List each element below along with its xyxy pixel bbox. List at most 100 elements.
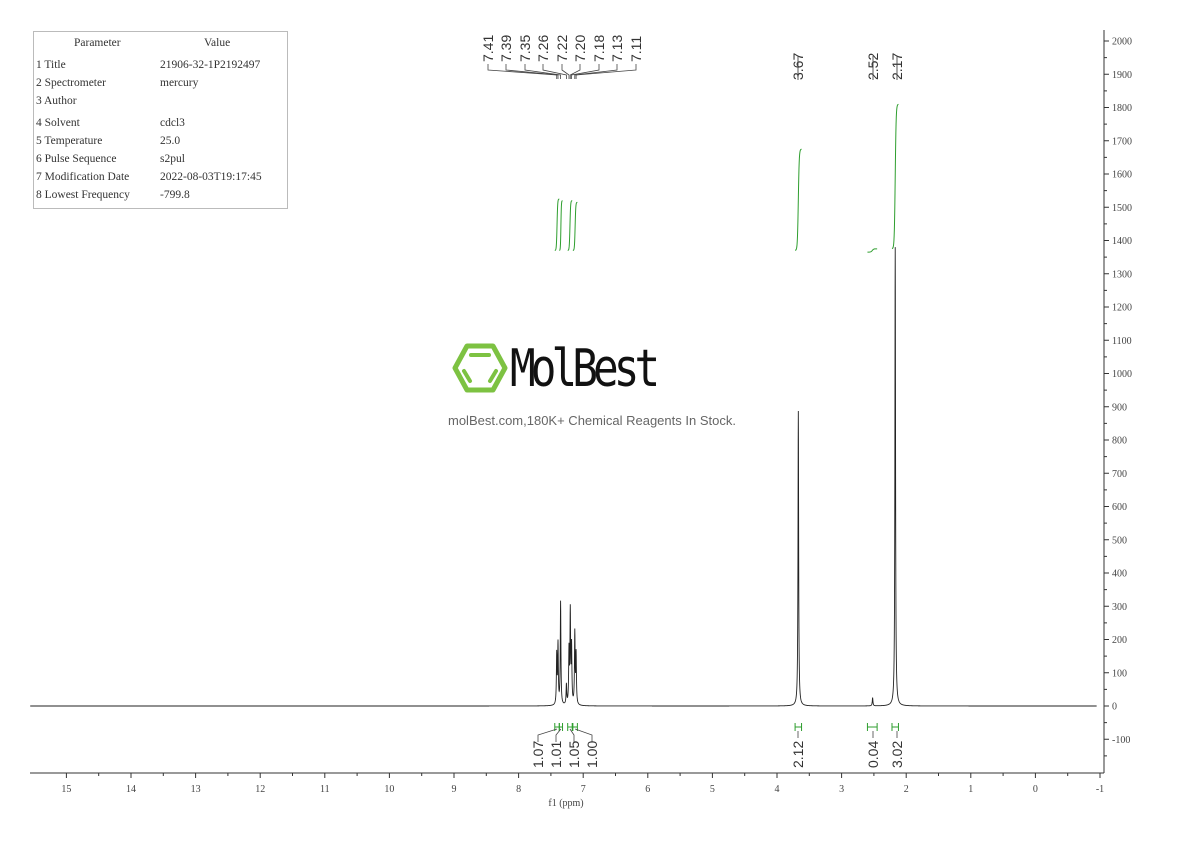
peak-leader: [574, 64, 618, 79]
param-name: 1 Title: [36, 59, 66, 71]
peak-label: 7.22: [554, 35, 570, 62]
integral-curve: [554, 198, 560, 251]
integral-curve: [572, 201, 578, 251]
y-tick-label: 700: [1112, 469, 1127, 480]
x-tick-label: 15: [61, 784, 71, 795]
brand-name: MolBest: [510, 339, 660, 399]
y-tick-label: 400: [1112, 569, 1127, 580]
y-tick-label: 1800: [1112, 103, 1132, 114]
peak-label: 7.26: [535, 35, 551, 62]
integral-curve: [891, 103, 899, 250]
x-tick-label: -1: [1096, 784, 1104, 795]
peak-leader: [561, 64, 570, 79]
param-value: cdcl3: [160, 117, 185, 129]
param-row: 8 Lowest Frequency -799.8: [34, 189, 287, 207]
param-name: 5 Temperature: [36, 135, 103, 147]
param-row: 7 Modification Date 2022-08-03T19:17:45: [34, 171, 287, 189]
integral-value: 2.12: [790, 741, 806, 768]
param-value: -799.8: [160, 189, 190, 201]
peak-leader: [569, 64, 581, 79]
integral-leader: [569, 728, 575, 742]
x-tick-label: 5: [710, 784, 715, 795]
x-tick-label: 9: [452, 784, 457, 795]
parameter-table: Parameter Value 1 Title 21906-32-1P219249…: [33, 31, 288, 209]
y-tick-label: 1600: [1112, 170, 1132, 181]
brand-tagline: molBest.com,180K+ Chemical Reagents In S…: [448, 413, 736, 428]
x-tick-label: 11: [320, 784, 330, 795]
y-tick-label: 1900: [1112, 70, 1132, 81]
param-name: 8 Lowest Frequency: [36, 189, 130, 201]
x-tick-label: 3: [839, 784, 844, 795]
param-value: s2pul: [160, 153, 185, 165]
integral-curve: [559, 200, 563, 251]
integral-value: 1.05: [566, 741, 582, 768]
peak-label: 7.20: [572, 35, 588, 62]
integral-value: 1.00: [584, 741, 600, 768]
integral-bracket: [567, 723, 573, 731]
integral-bracket: [891, 723, 899, 731]
y-tick-label: 100: [1112, 668, 1127, 679]
integral-value: 0.04: [865, 741, 881, 768]
x-tick-label: 6: [645, 784, 650, 795]
x-tick-label: 8: [516, 784, 521, 795]
integral-leader: [574, 728, 593, 742]
param-name: 6 Pulse Sequence: [36, 153, 117, 165]
y-tick-label: 1300: [1112, 269, 1132, 280]
y-tick-label: 1700: [1112, 136, 1132, 147]
x-tick-label: 7: [581, 784, 586, 795]
y-tick-label: 1400: [1112, 236, 1132, 247]
param-row: 2 Spectrometer mercury: [34, 77, 287, 95]
x-tick-label: 13: [191, 784, 201, 795]
x-tick-label: 14: [126, 784, 136, 795]
x-tick-label: 0: [1033, 784, 1038, 795]
y-tick-label: -100: [1112, 735, 1130, 746]
param-row: 1 Title 21906-32-1P2192497: [34, 59, 287, 77]
param-value: mercury: [160, 77, 199, 89]
peak-label: 7.35: [517, 35, 533, 62]
peak-leader: [542, 64, 567, 79]
integral-bracket: [866, 723, 878, 731]
peak-leader: [575, 64, 637, 79]
y-tick-label: 1500: [1112, 203, 1132, 214]
integral-leader: [537, 728, 558, 742]
peak-label: 7.11: [628, 36, 644, 62]
spectrum-line: [30, 247, 1097, 707]
y-tick-label: 1000: [1112, 369, 1132, 380]
peak-label: 7.13: [609, 35, 625, 62]
param-value: 21906-32-1P2192497: [160, 59, 261, 71]
param-value: 25.0: [160, 135, 181, 147]
integral-value: 3.02: [889, 741, 905, 768]
peak-label: 7.18: [591, 35, 607, 62]
integral-value: 1.01: [548, 741, 564, 768]
value-header: Value: [204, 37, 231, 49]
x-tick-label: 2: [904, 784, 909, 795]
y-tick-label: 1200: [1112, 303, 1132, 314]
param-name: 2 Spectrometer: [36, 77, 106, 89]
param-row: 5 Temperature 25.0: [34, 135, 287, 153]
peak-leader: [505, 64, 559, 79]
integral-curve: [867, 248, 878, 253]
param-name: 4 Solvent: [36, 117, 80, 129]
integral-curve: [567, 200, 573, 251]
param-name: 7 Modification Date: [36, 171, 130, 183]
y-tick-label: 600: [1112, 502, 1127, 513]
integral-value: 1.07: [530, 741, 546, 768]
y-tick-label: 300: [1112, 602, 1127, 613]
peak-leader: [524, 64, 561, 79]
x-tick-label: 1: [968, 784, 973, 795]
molbest-logo-icon: [452, 343, 508, 393]
param-header: Parameter: [74, 37, 121, 49]
x-tick-label: 12: [255, 784, 265, 795]
param-row: 6 Pulse Sequence s2pul: [34, 153, 287, 171]
peak-leader: [571, 64, 600, 79]
integral-bracket: [558, 723, 564, 731]
x-axis-label: f1 (ppm): [548, 798, 583, 809]
param-name: 3 Author: [36, 95, 77, 107]
y-tick-label: 200: [1112, 635, 1127, 646]
param-row: 4 Solvent cdcl3: [34, 117, 287, 135]
integral-bracket: [794, 723, 803, 731]
peak-label: 7.41: [480, 35, 496, 62]
x-tick-label: 10: [384, 784, 394, 795]
y-tick-label: 500: [1112, 535, 1127, 546]
